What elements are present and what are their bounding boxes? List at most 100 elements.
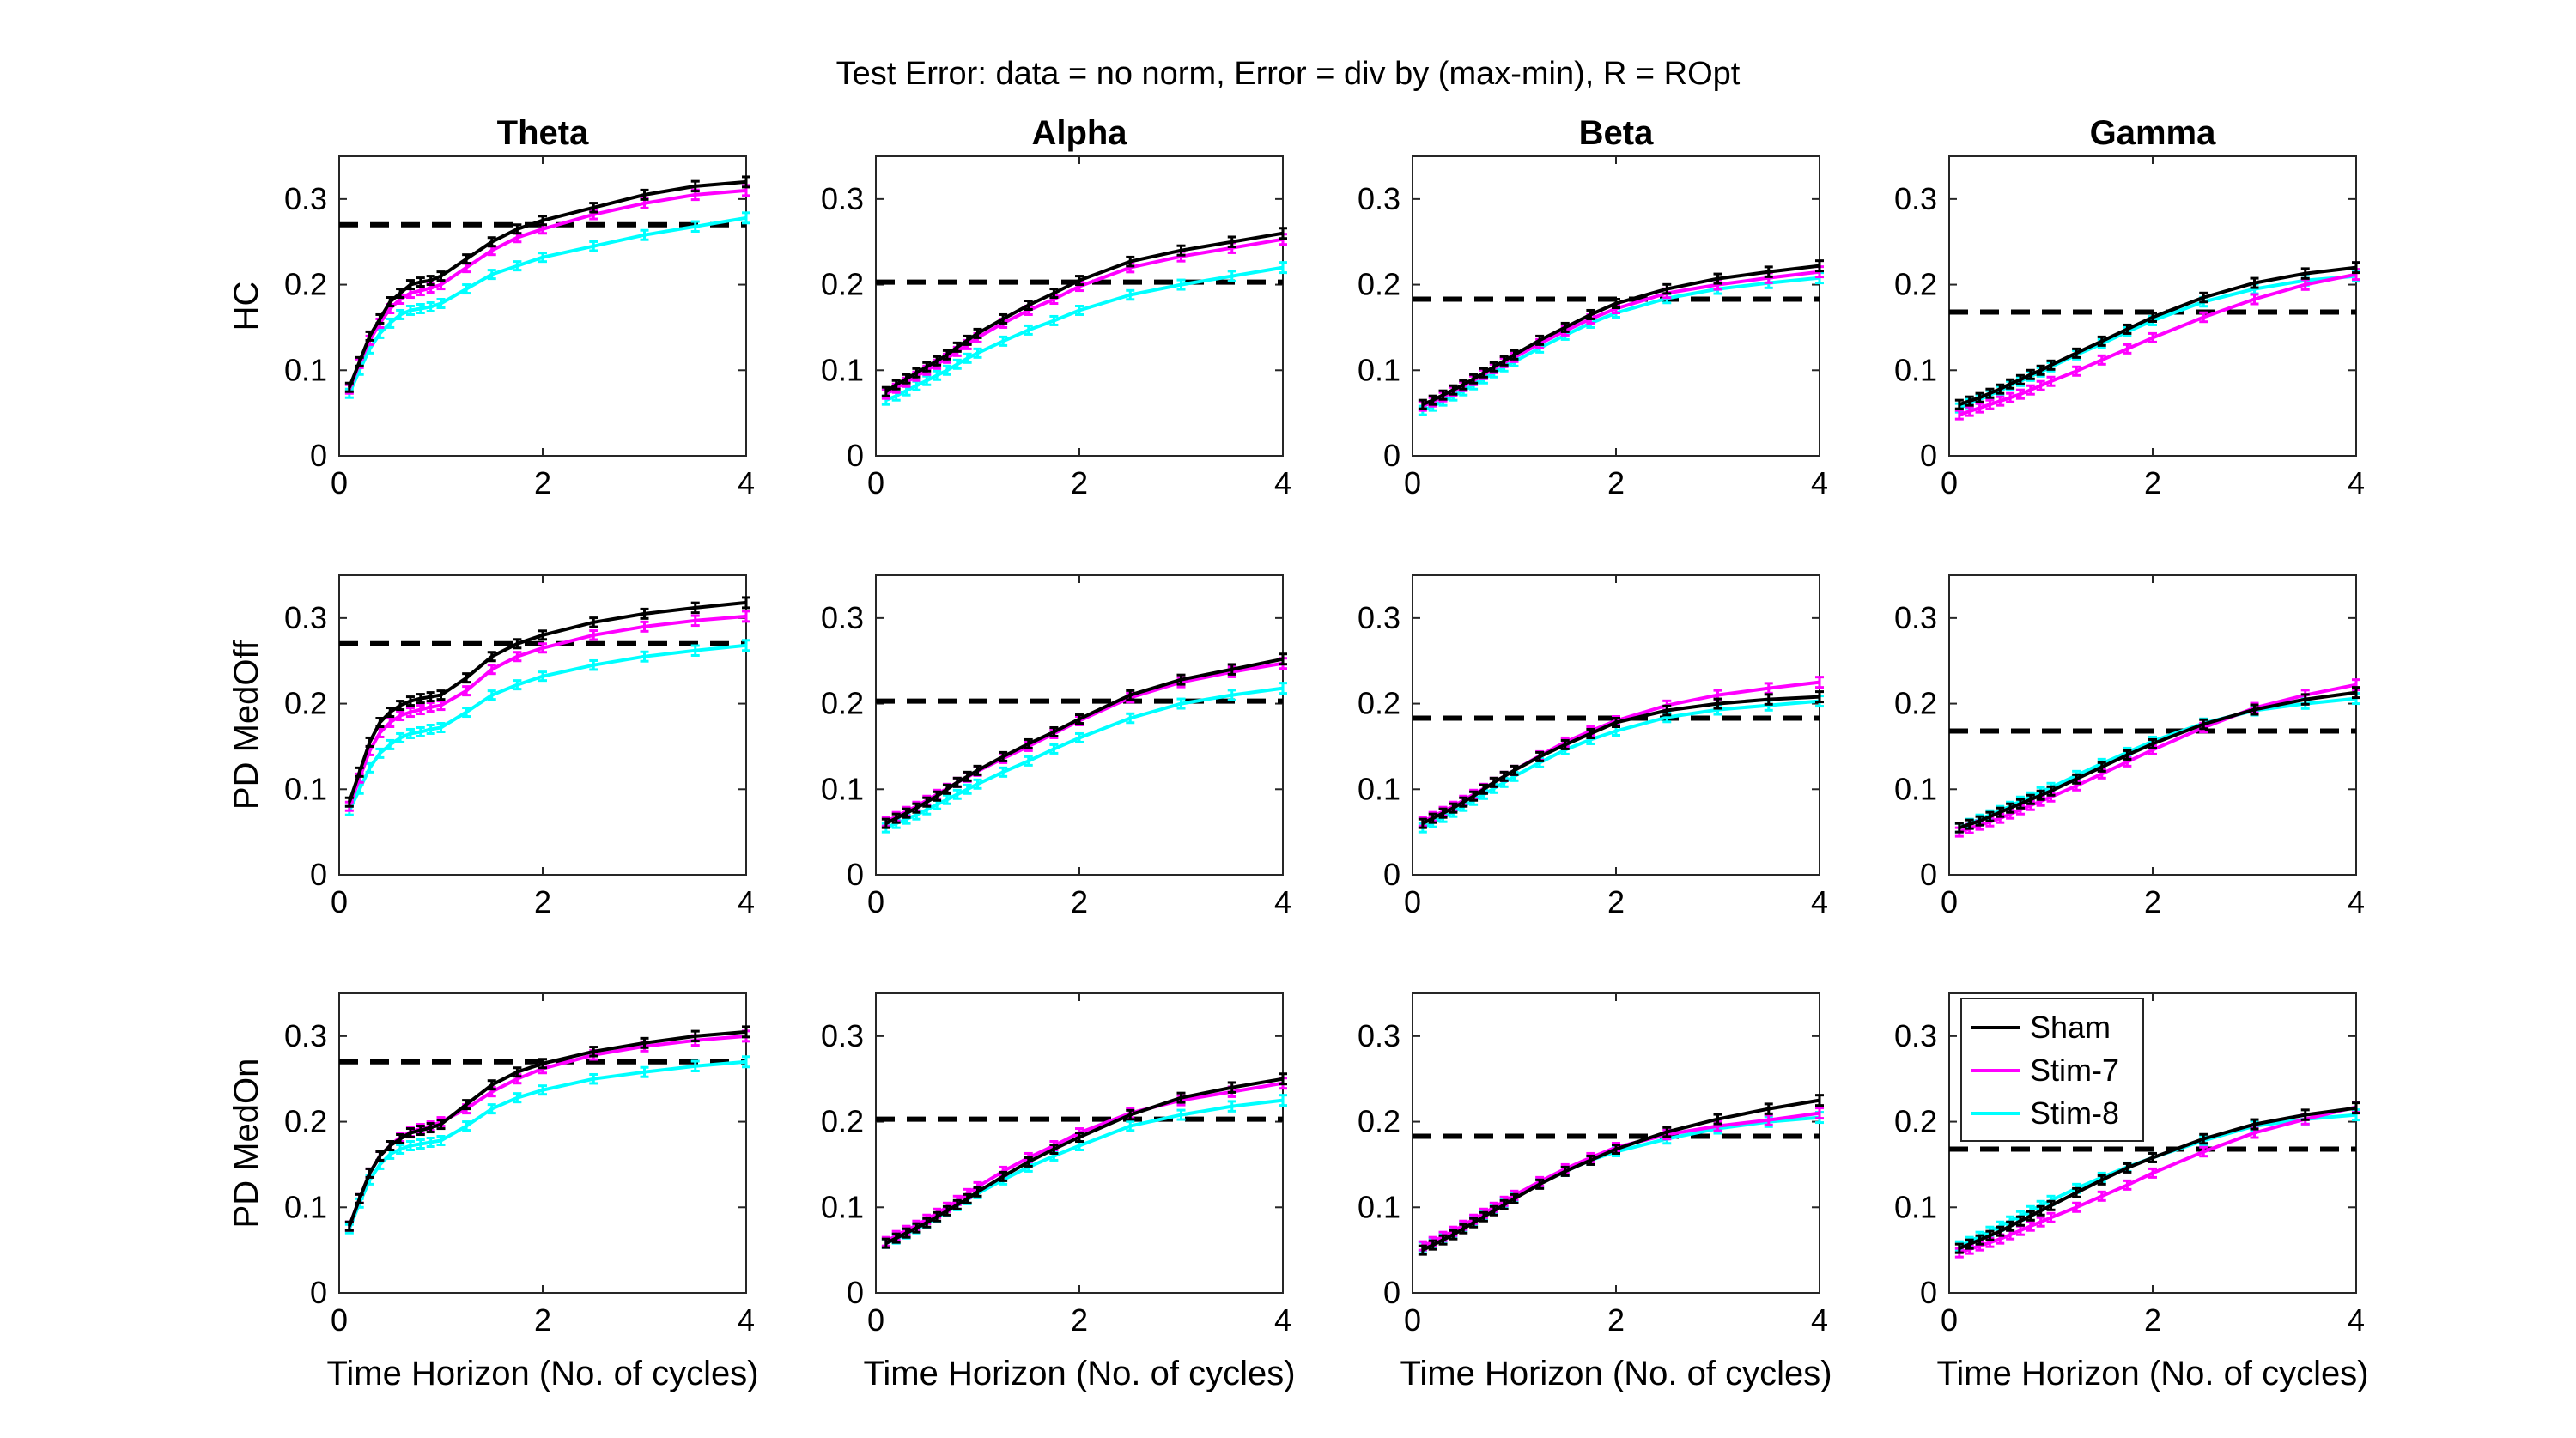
legend-label-sham: Sham — [2030, 1010, 2111, 1045]
y-tick-label: 0.2 — [284, 267, 327, 302]
y-tick-label: 0 — [1920, 438, 1937, 473]
y-tick-label: 0 — [847, 857, 864, 892]
y-tick-label: 0 — [847, 438, 864, 473]
series-line-stim-8 — [885, 686, 1284, 830]
x-tick-label: 2 — [1607, 1302, 1625, 1338]
axes-box — [338, 155, 747, 457]
x-tick-label: 2 — [2144, 1302, 2161, 1338]
y-tick-label: 0.2 — [821, 1104, 864, 1139]
x-tick-label: 4 — [738, 1302, 755, 1338]
y-tick-label: 0 — [1383, 438, 1400, 473]
series-line-stim-8 — [348, 1059, 747, 1229]
legend: Sham Stim-7 Stim-8 — [1960, 998, 2144, 1142]
y-tick-label: 0.2 — [1894, 686, 1937, 721]
column-title: Beta — [1579, 114, 1654, 152]
x-tick-label: 0 — [331, 1302, 348, 1338]
series-line-sham — [884, 657, 1284, 825]
y-tick-label: 0.1 — [1894, 352, 1937, 387]
x-tick-label: 4 — [1811, 1302, 1828, 1338]
series-line-sham — [884, 231, 1284, 393]
y-tick-label: 0.1 — [1358, 352, 1400, 387]
x-axis-label: Time Horizon (No. of cycles) — [1936, 1355, 2368, 1392]
y-tick-label: 0.3 — [1894, 600, 1937, 635]
series-line-stim-8 — [348, 215, 747, 395]
y-tick-label: 0 — [1383, 857, 1400, 892]
panel-pd-medon-alpha: Time Horizon (No. of cycles) 0 0.1 0.2 0.3 0 2… — [821, 992, 1296, 1392]
x-tick-label: 4 — [2348, 465, 2365, 501]
column-title: Gamma — [2090, 114, 2216, 152]
x-tick-label: 0 — [1941, 465, 1958, 501]
y-tick-label: 0 — [1920, 1275, 1937, 1310]
x-axis-label: Time Horizon (No. of cycles) — [326, 1355, 758, 1392]
y-tick-label: 0.2 — [1894, 267, 1937, 302]
x-tick-label: 2 — [534, 1302, 551, 1338]
x-tick-label: 0 — [1404, 884, 1421, 919]
panel-hc-gamma: Gamma 0 0.1 0.2 0.3 0 2 4 — [1894, 114, 2365, 501]
y-tick-label: 0.2 — [1358, 267, 1400, 302]
series-line-sham — [348, 179, 747, 388]
y-tick-label: 0 — [310, 438, 327, 473]
x-tick-label: 4 — [738, 884, 755, 919]
panel-pd-medoff-gamma: 0 0.1 0.2 0.3 0 2 4 — [1894, 574, 2365, 919]
x-tick-label: 0 — [867, 1302, 884, 1338]
x-tick-label: 2 — [534, 884, 551, 919]
y-tick-label: 0 — [310, 1275, 327, 1310]
y-tick-label: 0.2 — [1358, 686, 1400, 721]
y-tick-label: 0.2 — [284, 686, 327, 721]
figure-title: Test Error: data = no norm, Error = div … — [836, 56, 1741, 92]
x-tick-label: 2 — [1071, 1302, 1088, 1338]
series-line-stim-7 — [1422, 1111, 1820, 1248]
y-tick-label: 0.3 — [1358, 1018, 1400, 1053]
column-title: Theta — [497, 114, 589, 152]
panel-pd-medon-beta: Time Horizon (No. of cycles) 0 0.1 0.2 0.3 0 2… — [1358, 992, 1832, 1392]
x-tick-label: 4 — [2348, 884, 2365, 919]
x-tick-label: 4 — [1811, 465, 1828, 501]
series-line-stim-8 — [885, 265, 1284, 403]
x-axis-label: Time Horizon (No. of cycles) — [863, 1355, 1295, 1392]
series-line-sham — [348, 1029, 747, 1227]
series-line-stim-7 — [1959, 272, 2357, 416]
x-tick-label: 2 — [1607, 465, 1625, 501]
x-axis-label: Time Horizon (No. of cycles) — [1400, 1355, 1832, 1392]
y-tick-label: 0.3 — [821, 600, 864, 635]
panel-pd-medoff-alpha: 0 0.1 0.2 0.3 0 2 4 — [821, 574, 1291, 919]
y-tick-label: 0.2 — [1358, 1104, 1400, 1139]
y-tick-label: 0.1 — [821, 352, 864, 387]
panel-hc-beta: Beta 0 0.1 0.2 0.3 0 2 4 — [1358, 114, 1828, 501]
y-tick-label: 0.3 — [284, 600, 327, 635]
x-tick-label: 2 — [534, 465, 551, 501]
series-line-sham — [1959, 1106, 2357, 1250]
x-tick-label: 2 — [1607, 884, 1625, 919]
x-tick-label: 0 — [1404, 1302, 1421, 1338]
y-tick-label: 0.2 — [1894, 1104, 1937, 1139]
series-line-sham — [1959, 265, 2357, 407]
x-tick-label: 0 — [331, 884, 348, 919]
axes-box — [1948, 574, 2357, 876]
series-line-stim-7 — [1959, 1105, 2357, 1254]
y-tick-label: 0.1 — [1894, 1189, 1937, 1224]
y-tick-label: 0.3 — [1894, 1018, 1937, 1053]
x-tick-label: 4 — [1274, 1302, 1291, 1338]
x-tick-label: 2 — [1071, 884, 1088, 919]
y-tick-label: 0.3 — [1358, 600, 1400, 635]
panel-pd-medoff-theta: PD MedOff 0 0.1 0.2 0.3 0 2 4 — [228, 574, 755, 919]
y-tick-label: 0.2 — [821, 686, 864, 721]
y-tick-label: 0.3 — [284, 181, 327, 216]
x-tick-label: 4 — [1811, 884, 1828, 919]
panel-pd-medon-theta: PD MedOn Time Horizon (No. of cycles) 0 0.1… — [228, 992, 759, 1392]
y-tick-label: 0 — [1383, 1275, 1400, 1310]
series-line-stim-8 — [348, 643, 747, 812]
y-tick-label: 0.3 — [1894, 181, 1937, 216]
y-tick-label: 0.1 — [1358, 1189, 1400, 1224]
y-tick-label: 0.1 — [284, 352, 327, 387]
legend-label-stim-8: Stim-8 — [2030, 1095, 2119, 1131]
series-line-sham — [884, 1077, 1284, 1245]
y-tick-label: 0 — [1920, 857, 1937, 892]
x-tick-label: 4 — [738, 465, 755, 501]
series-line-sham — [1422, 264, 1820, 407]
x-tick-label: 4 — [1274, 884, 1291, 919]
x-tick-label: 0 — [1404, 465, 1421, 501]
x-tick-label: 2 — [2144, 465, 2161, 501]
